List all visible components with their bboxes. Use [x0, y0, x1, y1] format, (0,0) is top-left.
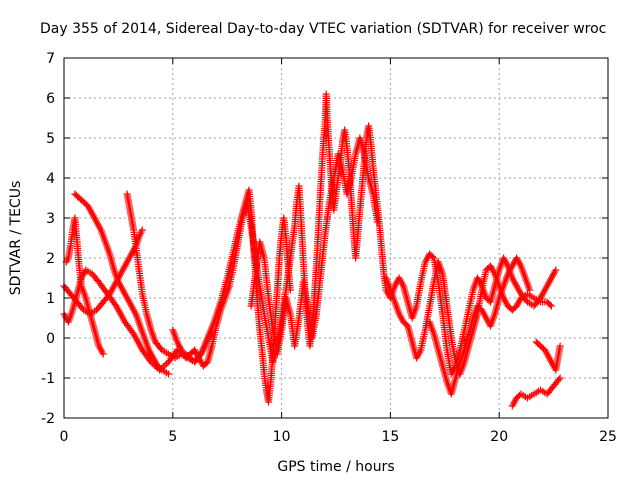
- chart-title: Day 355 of 2014, Sidereal Day-to-day VTE…: [40, 21, 606, 37]
- y-tick-label: 2: [46, 251, 55, 267]
- data-point: [157, 365, 164, 373]
- y-tick-label: 3: [46, 211, 55, 227]
- data-point: [111, 300, 119, 308]
- series-track-7: [247, 134, 381, 358]
- series-track-8: [382, 258, 555, 378]
- data-point: [164, 370, 172, 378]
- data-point: [547, 302, 555, 310]
- series-track-9: [426, 254, 534, 398]
- data-point: [161, 361, 169, 369]
- y-tick-label: 7: [46, 51, 55, 67]
- series-track-2: [62, 214, 107, 358]
- x-axis-label: GPS time / hours: [277, 459, 394, 475]
- y-axis-label: SDTVAR / TECUs: [8, 181, 24, 296]
- data-point: [163, 360, 171, 368]
- y-tick-label: 1: [46, 291, 55, 307]
- plot-frame: [63, 57, 609, 419]
- data-point: [138, 226, 146, 234]
- data-point: [99, 350, 107, 358]
- data-point: [556, 342, 564, 350]
- y-tick-label: -1: [41, 371, 55, 387]
- y-tick-label: 4: [46, 171, 55, 187]
- data-points: [60, 90, 564, 410]
- grid-lines: [64, 58, 608, 418]
- axis-ticks: 0 5 10 15 20 25 -2 -1 0 1 2 3 4 5 6 7: [41, 51, 617, 445]
- data-point: [128, 328, 136, 336]
- y-tick-label: 5: [46, 131, 55, 147]
- y-tick-label: 6: [46, 91, 55, 107]
- series-track-6: [169, 90, 560, 378]
- x-tick-label: 20: [490, 429, 508, 445]
- data-point: [526, 286, 534, 294]
- y-tick-label: 0: [46, 331, 55, 347]
- data-point: [556, 374, 564, 382]
- x-tick-label: 0: [60, 429, 69, 445]
- data-point: [373, 218, 381, 226]
- series-track-11: [532, 338, 564, 374]
- x-tick-label: 25: [599, 429, 617, 445]
- series-track-3: [71, 190, 172, 378]
- data-point: [104, 292, 112, 300]
- data-point: [546, 301, 554, 309]
- x-tick-label: 10: [273, 429, 291, 445]
- x-tick-label: 5: [168, 429, 177, 445]
- x-tick-label: 15: [381, 429, 399, 445]
- data-point: [555, 376, 563, 384]
- series-track-10: [508, 374, 564, 410]
- y-tick-label: -2: [41, 411, 55, 427]
- data-point: [552, 266, 560, 274]
